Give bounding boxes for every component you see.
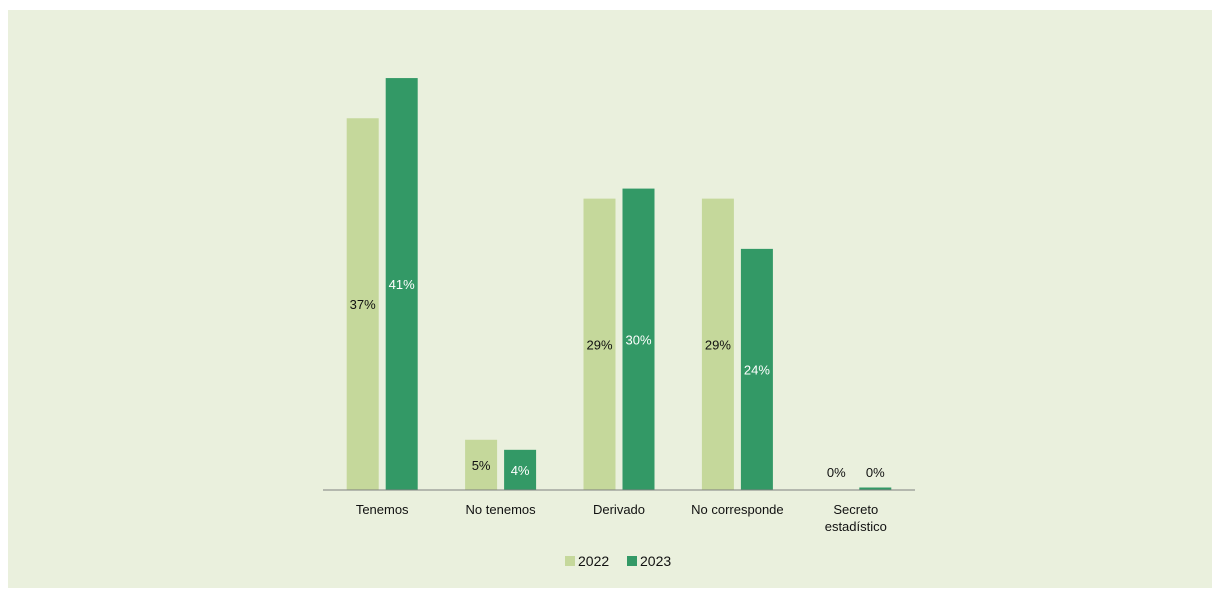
data-label-2023-1: 4%: [511, 463, 530, 478]
data-label-2022-4: 0%: [827, 465, 846, 480]
category-label-3: No corresponde: [691, 502, 784, 517]
data-label-2022-3: 29%: [705, 337, 731, 352]
bar-2023-0: [385, 78, 418, 490]
data-label-2023-3: 24%: [744, 362, 770, 377]
bar-2022-0: [346, 118, 379, 491]
bar-2023-4: [859, 487, 892, 490]
legend-label-2022: 2022: [578, 553, 609, 569]
data-label-2023-2: 30%: [625, 332, 651, 347]
category-label-4: estadístico: [825, 519, 887, 534]
chart-area: 37% 41% Tenemos 5% 4% No tenemos 29% 30% Derivad…: [8, 10, 1212, 588]
data-label-2022-0: 37%: [350, 297, 376, 312]
bar-2023-3: [740, 248, 773, 490]
legend-swatch-2023: [627, 556, 637, 566]
legend-label-2023: 2023: [640, 553, 671, 569]
category-label-2: Derivado: [593, 502, 645, 517]
bar-2022-1: [465, 439, 498, 490]
bar-2023-2: [622, 188, 655, 490]
bar-2022-2: [583, 198, 616, 490]
data-label-2023-0: 41%: [389, 277, 415, 292]
category-label-0: Tenemos: [356, 502, 409, 517]
bar-2023-1: [504, 449, 537, 490]
bar-chart: 37% 41% Tenemos 5% 4% No tenemos 29% 30% Derivad…: [323, 78, 915, 569]
data-label-2022-1: 5%: [472, 458, 491, 473]
category-label-1: No tenemos: [466, 502, 537, 517]
data-label-2022-2: 29%: [586, 337, 612, 352]
category-label-4: Secreto: [833, 502, 878, 517]
legend-swatch-2022: [565, 556, 575, 566]
bar-2022-3: [701, 198, 734, 490]
data-label-2023-4: 0%: [866, 465, 885, 480]
